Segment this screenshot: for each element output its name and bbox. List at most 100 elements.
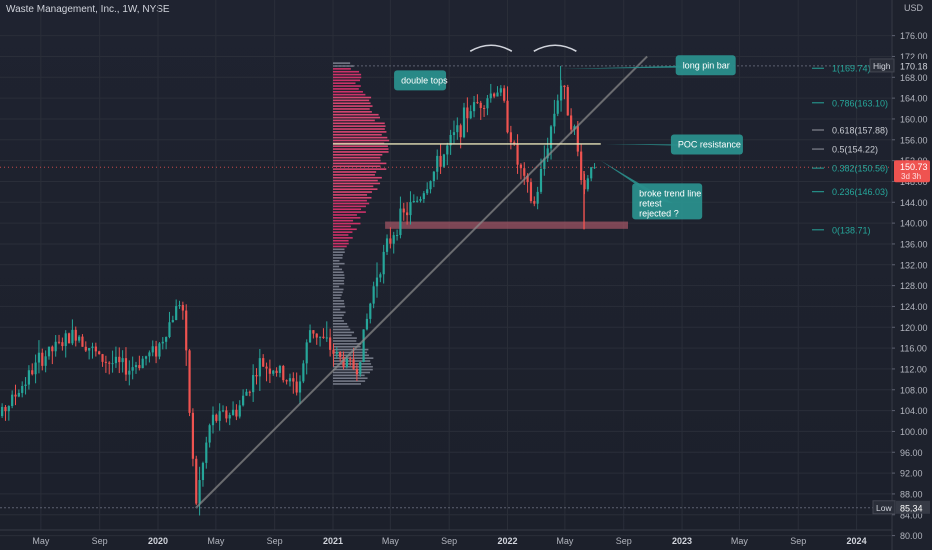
overlays: 1(169.74) 0.786(163.10) 0.618(157.88) 0.5(1… bbox=[0, 44, 892, 509]
y-axis-bg bbox=[892, 0, 932, 550]
profile-bar bbox=[333, 222, 361, 225]
candle-body bbox=[141, 358, 144, 369]
candle-body bbox=[489, 93, 492, 99]
candle-body bbox=[31, 370, 34, 375]
candle-body bbox=[158, 343, 161, 357]
candle-body bbox=[369, 303, 372, 319]
profile-bar bbox=[333, 153, 383, 156]
candle-body bbox=[459, 125, 462, 138]
profile-bar bbox=[333, 176, 382, 179]
candle-body bbox=[462, 107, 466, 138]
candle-body bbox=[292, 378, 295, 382]
candle-body bbox=[432, 171, 435, 182]
fib-label-5: 0.236(146.03) bbox=[832, 187, 888, 197]
profile-bar bbox=[333, 363, 372, 365]
y-tick-label: 160.00 bbox=[900, 114, 928, 124]
candle-body bbox=[523, 168, 526, 176]
candle-body bbox=[349, 358, 352, 360]
candle-body bbox=[211, 414, 215, 426]
x-tick-label: 2022 bbox=[498, 536, 518, 546]
profile-bar bbox=[333, 208, 362, 211]
candle-body bbox=[148, 352, 151, 357]
candle-body bbox=[225, 410, 228, 419]
candle-body bbox=[586, 178, 589, 190]
profile-bar bbox=[333, 202, 370, 205]
profile-bar bbox=[333, 288, 344, 291]
profile-bar bbox=[333, 311, 346, 314]
y-tick-label: 108.00 bbox=[900, 385, 928, 395]
profile-bar bbox=[333, 119, 375, 122]
candle-body bbox=[88, 347, 91, 351]
y-tick-label: 168.00 bbox=[900, 73, 928, 83]
y-tick-label: 96.00 bbox=[900, 448, 923, 458]
profile-bar bbox=[333, 274, 345, 276]
candle-body bbox=[362, 329, 365, 363]
low-value-box bbox=[896, 500, 930, 514]
candle-body bbox=[590, 167, 593, 179]
fib-label-0: 1(169.74) bbox=[832, 64, 871, 74]
candle-body bbox=[37, 352, 41, 363]
candle-body bbox=[91, 346, 94, 348]
candle-body bbox=[426, 189, 429, 194]
candle-body bbox=[593, 167, 596, 169]
profile-bar bbox=[333, 257, 343, 259]
profile-bar bbox=[333, 265, 340, 268]
candle-body bbox=[1, 406, 4, 417]
y-tick-label: 132.00 bbox=[900, 260, 928, 270]
candle-body bbox=[563, 85, 566, 88]
candle-body bbox=[71, 329, 74, 344]
candle-body bbox=[436, 155, 439, 172]
x-tick-label: 2021 bbox=[323, 536, 343, 546]
candle-body bbox=[215, 414, 218, 421]
candle-body bbox=[231, 409, 235, 415]
profile-bar bbox=[333, 168, 387, 170]
profile-bar bbox=[333, 345, 361, 348]
profile-bar bbox=[333, 268, 343, 271]
candle-body bbox=[67, 333, 71, 344]
profile-bar bbox=[333, 113, 379, 116]
candle-body bbox=[416, 200, 419, 202]
candle-body bbox=[101, 354, 104, 362]
profile-bar bbox=[333, 188, 378, 190]
candle-body bbox=[556, 100, 559, 114]
profile-bar bbox=[333, 297, 341, 299]
profile-bar bbox=[333, 305, 346, 308]
candle-body bbox=[466, 107, 469, 119]
profile-bar bbox=[333, 331, 355, 334]
candle-body bbox=[529, 182, 533, 202]
candle-body bbox=[549, 126, 553, 149]
profile-bar bbox=[333, 234, 349, 236]
profile-bar bbox=[333, 185, 374, 188]
candle-body bbox=[318, 336, 322, 338]
candle-body bbox=[4, 406, 7, 412]
profile-bar bbox=[333, 251, 345, 253]
candle-body bbox=[516, 143, 519, 165]
candle-body bbox=[78, 336, 81, 341]
candle-body bbox=[546, 148, 549, 159]
candle-body bbox=[322, 336, 325, 338]
fib-label-6: 0(138.71) bbox=[832, 225, 871, 235]
profile-bar bbox=[333, 211, 366, 213]
candle-body bbox=[98, 351, 101, 355]
callout-broke-trend-line-box bbox=[632, 183, 703, 220]
candle-body bbox=[171, 320, 174, 323]
profile-bar bbox=[333, 225, 351, 228]
candle-body bbox=[365, 318, 369, 330]
candle-body bbox=[238, 405, 241, 417]
candle-body bbox=[131, 367, 134, 371]
candle-body bbox=[570, 115, 573, 130]
profile-bar bbox=[333, 219, 354, 222]
profile-bar bbox=[333, 291, 343, 294]
y-tick-label: 120.00 bbox=[900, 323, 928, 333]
candle-body bbox=[134, 365, 138, 368]
candle-body bbox=[205, 442, 208, 463]
candle-body bbox=[191, 412, 195, 459]
x-tick-label: 2020 bbox=[148, 536, 168, 546]
callout-long-pin-bar-pointer bbox=[560, 65, 712, 69]
candle-body bbox=[553, 113, 556, 127]
candle-body bbox=[248, 391, 251, 393]
candle-body bbox=[198, 480, 201, 504]
candle-body bbox=[479, 102, 482, 108]
low-tag-box bbox=[872, 500, 896, 515]
